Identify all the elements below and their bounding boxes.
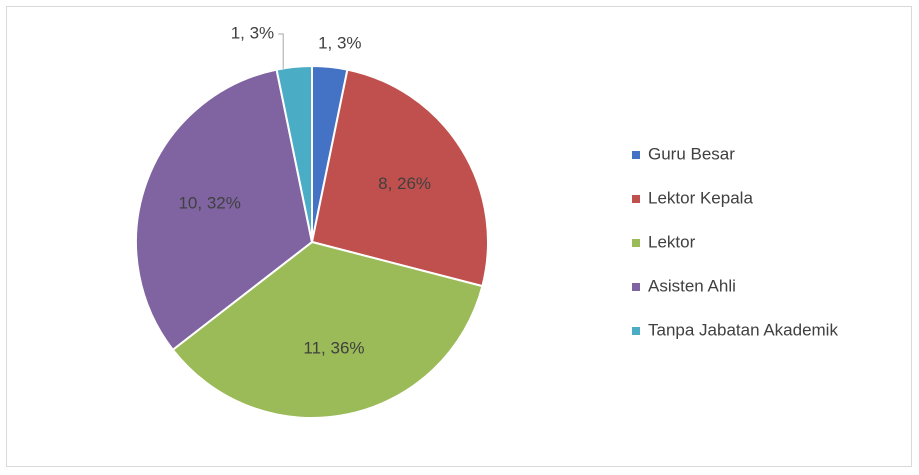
legend-label: Tanpa Jabatan Akademik bbox=[648, 320, 838, 339]
data-label: 11, 36% bbox=[303, 338, 364, 357]
pie-slice bbox=[275, 64, 313, 243]
data-label: 1, 3% bbox=[318, 33, 361, 52]
legend-label: Guru Besar bbox=[648, 144, 735, 163]
legend-swatch bbox=[632, 151, 640, 159]
data-label: 1, 3% bbox=[231, 23, 274, 42]
legend-swatch bbox=[632, 239, 640, 247]
pie-slice bbox=[135, 68, 314, 352]
legend-swatch bbox=[632, 283, 640, 291]
pie-slice bbox=[171, 240, 484, 419]
legend-label: Lektor bbox=[648, 232, 696, 251]
data-label: 8, 26% bbox=[378, 174, 431, 193]
legend-swatch bbox=[632, 195, 640, 203]
legend-swatch bbox=[632, 327, 640, 335]
data-label: 10, 32% bbox=[178, 194, 240, 213]
legend-label: Asisten Ahli bbox=[648, 276, 736, 295]
legend-label: Lektor Kepala bbox=[648, 188, 753, 207]
leader-line bbox=[278, 33, 284, 69]
pie-slice bbox=[310, 68, 489, 288]
